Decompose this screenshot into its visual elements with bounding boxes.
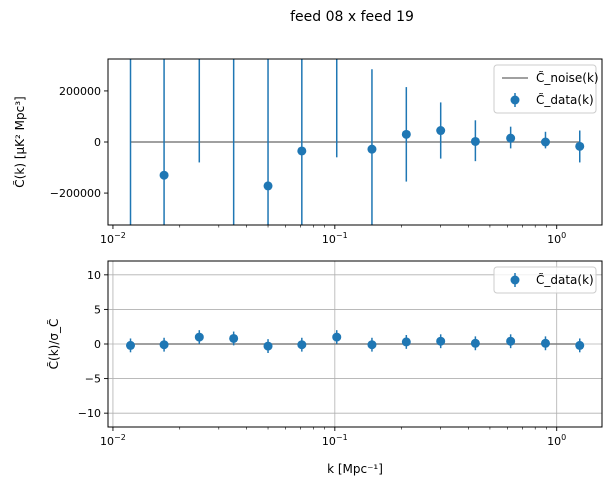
legend-marker-swatch bbox=[510, 275, 520, 285]
data-point bbox=[401, 129, 411, 139]
legend-label: C̃_noise(k) bbox=[536, 71, 599, 85]
data-point bbox=[436, 336, 446, 346]
suptitle: feed 08 x feed 19 bbox=[290, 9, 414, 25]
x-tick-label: 100 bbox=[547, 231, 566, 246]
x-tick-label: 100 bbox=[547, 433, 566, 448]
data-point bbox=[575, 141, 585, 151]
y-tick-label: 10 bbox=[87, 269, 101, 282]
data-point bbox=[229, 333, 239, 343]
data-point bbox=[470, 338, 480, 348]
y-tick-label: −10 bbox=[78, 407, 101, 420]
data-point bbox=[575, 340, 585, 350]
y-tick-label: 200000 bbox=[59, 85, 101, 98]
data-point bbox=[401, 337, 411, 347]
top-y-ticks: −200000 0 200000 bbox=[50, 85, 108, 200]
data-point bbox=[470, 136, 480, 146]
x-tick-label: 10−1 bbox=[322, 231, 348, 246]
bottom-x-axis-label: k [Mpc⁻¹] bbox=[327, 462, 383, 476]
data-point bbox=[506, 336, 516, 346]
data-point bbox=[159, 170, 169, 180]
legend-frame bbox=[493, 266, 597, 294]
bottom-panel: 10−2 10−1 100 −10 −5 0 5 10 C̃(k)/σ_C̃ k [Mpc⁻… bbox=[47, 260, 603, 476]
legend-frame bbox=[493, 64, 597, 114]
legend-marker-swatch bbox=[510, 95, 520, 105]
y-tick-label: −5 bbox=[85, 373, 101, 386]
data-point bbox=[367, 340, 377, 350]
x-tick-label: 10−1 bbox=[322, 433, 348, 448]
bottom-y-axis-label: C̃(k)/σ_C̃ bbox=[47, 319, 61, 370]
data-point bbox=[263, 181, 273, 191]
data-point bbox=[159, 340, 169, 350]
top-y-axis-label: C̃(k) [μK² Mpc³] bbox=[13, 96, 27, 187]
y-tick-label: 0 bbox=[94, 136, 101, 149]
x-tick-label: 10−2 bbox=[100, 231, 126, 246]
top-plot-area bbox=[129, 59, 585, 225]
top-x-ticks: 10−2 10−1 100 bbox=[100, 225, 566, 246]
top-panel: 10−2 10−1 100 −200000 0 200000 C̃(k) [μK² Mp… bbox=[13, 58, 603, 246]
data-point bbox=[126, 340, 136, 350]
data-point bbox=[506, 133, 516, 143]
data-point bbox=[297, 146, 307, 156]
data-point bbox=[297, 340, 307, 350]
legend-label: C̃_data(k) bbox=[536, 93, 594, 107]
data-point bbox=[194, 332, 204, 342]
data-point bbox=[367, 144, 377, 154]
data-point bbox=[332, 332, 342, 342]
top-legend: C̃_noise(k) C̃_data(k) bbox=[493, 64, 599, 114]
y-tick-label: 5 bbox=[94, 303, 101, 316]
data-point bbox=[540, 137, 550, 147]
data-point bbox=[263, 341, 273, 351]
data-point bbox=[436, 126, 446, 136]
y-tick-label: 0 bbox=[94, 338, 101, 351]
bottom-y-ticks: −10 −5 0 5 10 bbox=[78, 269, 108, 420]
bottom-x-ticks: 10−2 10−1 100 bbox=[100, 427, 566, 448]
data-point bbox=[540, 338, 550, 348]
y-tick-label: −200000 bbox=[50, 187, 101, 200]
legend-label: C̃_data(k) bbox=[536, 273, 594, 287]
x-tick-label: 10−2 bbox=[100, 433, 126, 448]
bottom-plot-area bbox=[126, 330, 585, 353]
bottom-legend: C̃_data(k) bbox=[493, 266, 597, 294]
